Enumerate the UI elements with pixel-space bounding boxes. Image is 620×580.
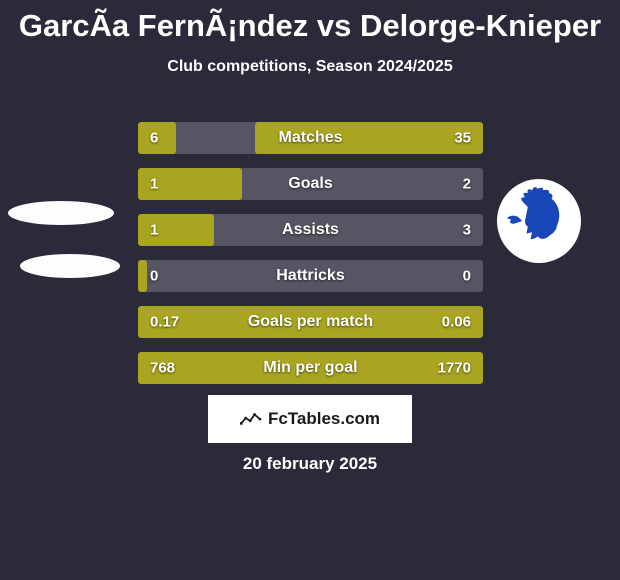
avatar-oval-bottom xyxy=(20,254,120,278)
stat-row: Goals1 2 xyxy=(138,168,483,200)
stat-bars: Matches635Goals12Assists13Hattricks00Goa… xyxy=(138,122,483,398)
stat-value-left: 6 xyxy=(150,130,158,147)
subtitle: Club competitions, Season 2024/2025 xyxy=(0,58,620,76)
stat-value-right: 0 xyxy=(463,268,471,285)
stat-value-left: 768 xyxy=(150,360,175,377)
stat-label: Min per goal xyxy=(138,359,483,377)
stat-value-left: 1 xyxy=(150,176,158,193)
stat-row: Hattricks0 0 xyxy=(138,260,483,292)
player-right-club-logo xyxy=(497,179,581,263)
stat-row: Matches6 35 xyxy=(138,122,483,154)
stat-value-left: 0.17 xyxy=(150,314,179,331)
watermark-text: FcTables.com xyxy=(268,409,380,429)
comparison-infographic: GarcÃ­a FernÃ¡ndez vs Delorge-Knieper Cl… xyxy=(0,0,620,580)
fctables-icon xyxy=(240,411,262,427)
stat-value-right: 3 xyxy=(463,222,471,239)
stat-label: Hattricks xyxy=(138,267,483,285)
stat-label: Goals per match xyxy=(138,313,483,331)
stat-row: Goals per match0.17 0.06 xyxy=(138,306,483,338)
stat-label: Assists xyxy=(138,221,483,239)
watermark: FcTables.com xyxy=(208,395,412,443)
stat-label: Goals xyxy=(138,175,483,193)
stat-row: Min per goal768 1770 xyxy=(138,352,483,384)
stat-value-left: 0 xyxy=(150,268,158,285)
stat-value-right: 0.06 xyxy=(442,314,471,331)
stat-value-right: 2 xyxy=(463,176,471,193)
stat-value-right: 1770 xyxy=(438,360,471,377)
page-title: GarcÃ­a FernÃ¡ndez vs Delorge-Knieper xyxy=(0,0,620,44)
date-line: 20 february 2025 xyxy=(0,454,620,474)
indian-head-icon xyxy=(504,186,574,256)
avatar-oval-top xyxy=(8,201,114,225)
stat-label: Matches xyxy=(138,129,483,147)
stat-row: Assists1 3 xyxy=(138,214,483,246)
stat-value-left: 1 xyxy=(150,222,158,239)
stat-value-right: 35 xyxy=(454,130,471,147)
